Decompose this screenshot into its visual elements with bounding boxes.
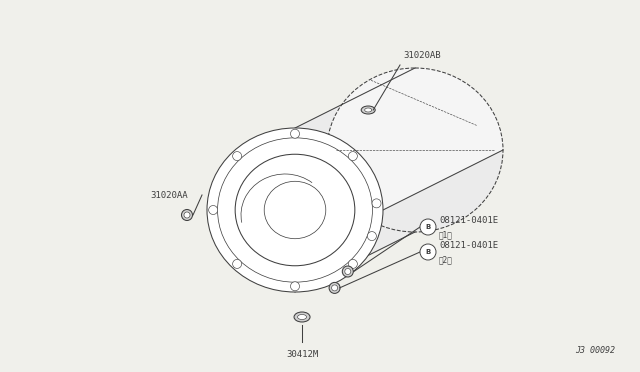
Polygon shape [295,68,503,292]
Ellipse shape [182,209,193,221]
Circle shape [232,259,242,269]
Ellipse shape [365,108,372,112]
Text: J3 00092: J3 00092 [575,346,615,355]
Ellipse shape [207,128,383,292]
Text: 31020AB: 31020AB [403,51,440,60]
Circle shape [372,199,381,208]
Circle shape [420,244,436,260]
Ellipse shape [361,106,375,114]
Text: 30412M: 30412M [286,350,318,359]
Text: B: B [426,249,431,255]
Text: 31020AA: 31020AA [150,190,188,199]
Text: （2）: （2） [439,255,453,264]
Circle shape [232,151,242,161]
Circle shape [291,282,300,291]
Ellipse shape [345,269,351,275]
Circle shape [348,259,357,269]
Ellipse shape [332,285,338,291]
Text: B: B [426,224,431,230]
Ellipse shape [184,212,190,218]
Circle shape [367,232,376,241]
Ellipse shape [235,154,355,266]
Circle shape [420,219,436,235]
Text: 08121-0401E: 08121-0401E [439,216,498,225]
Text: 08121-0401E: 08121-0401E [439,241,498,250]
Circle shape [291,129,300,138]
Circle shape [209,205,218,215]
Ellipse shape [329,282,340,294]
Ellipse shape [342,266,353,277]
Ellipse shape [294,312,310,322]
Circle shape [348,151,357,161]
Text: （1）: （1） [439,230,453,239]
Ellipse shape [298,314,307,320]
Polygon shape [207,68,503,210]
